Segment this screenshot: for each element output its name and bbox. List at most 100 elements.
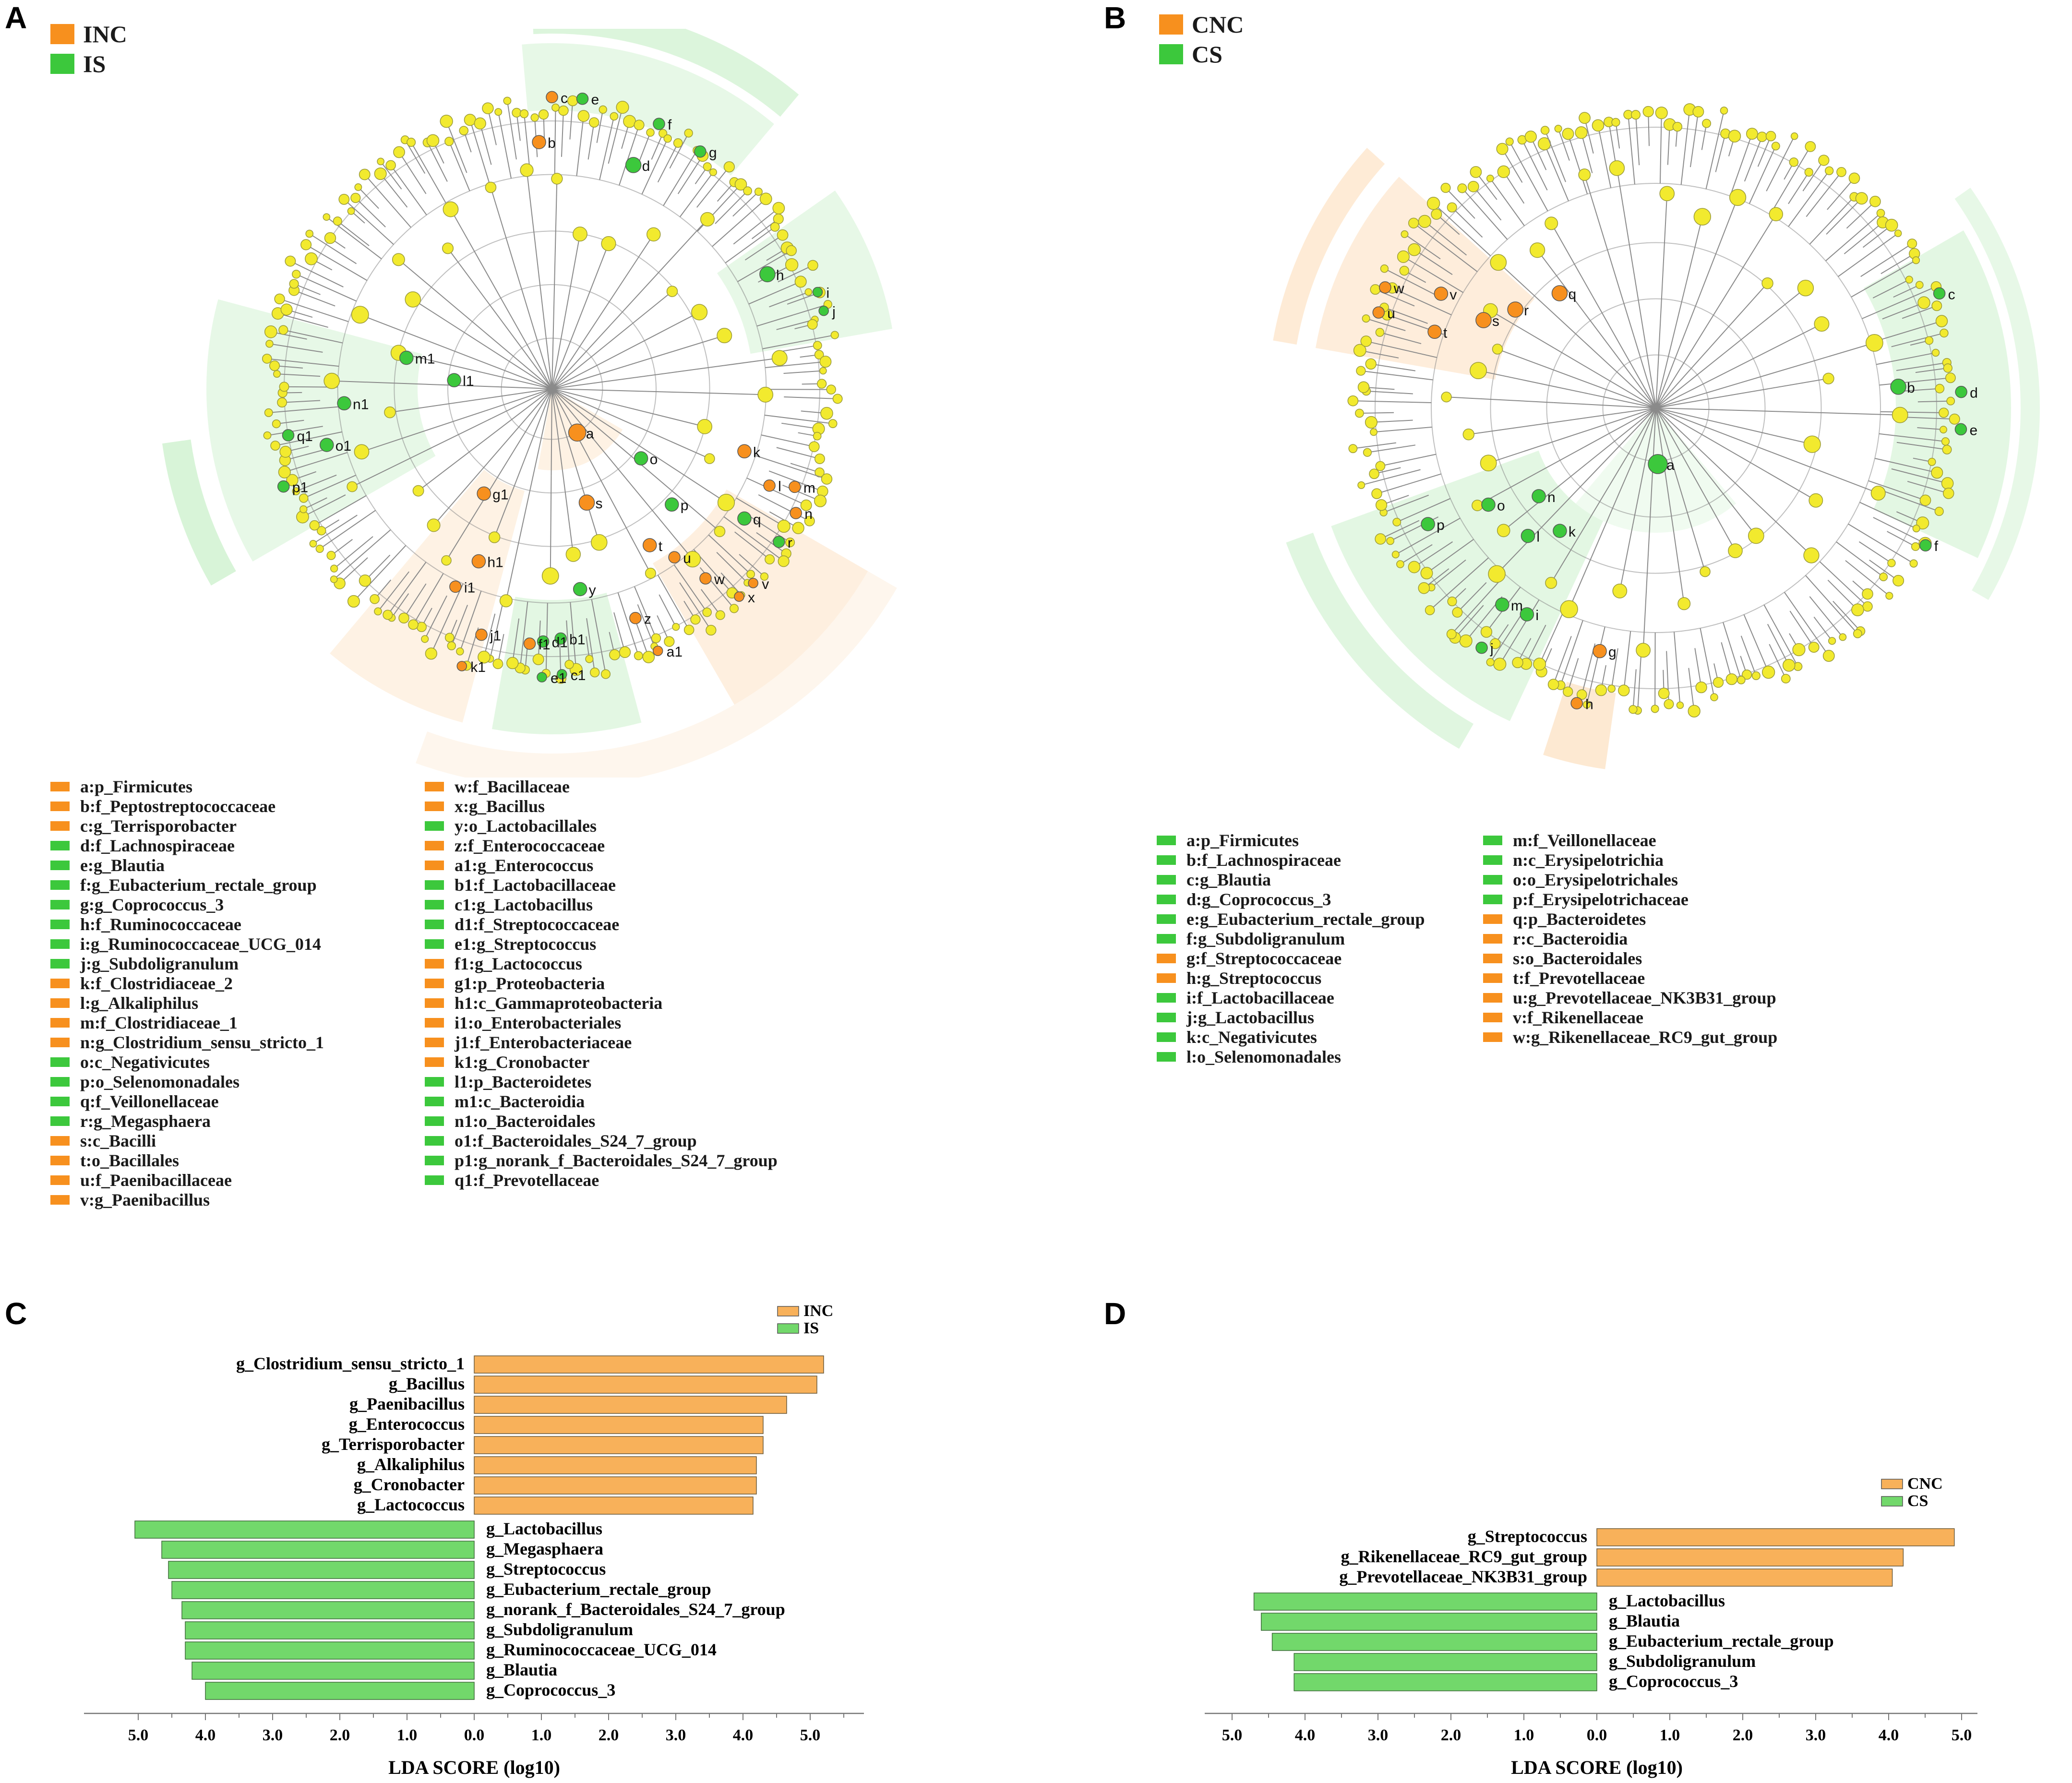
tree-branch [551,347,683,389]
tree-branch [1893,284,1920,298]
tree-branch [1788,170,1830,227]
leaf-node [333,216,342,226]
tree-branch [637,492,693,560]
leaf-node [1392,517,1401,527]
leaf-node [1418,582,1430,594]
key-swatch [50,860,70,870]
biomarker-label: z [644,611,651,627]
leaf-node [330,564,338,573]
leaf-node [785,258,799,272]
leaf-node [1925,336,1934,345]
rank-ring [1431,183,1881,633]
leaf-node [634,120,645,131]
leaf-node [408,619,419,630]
biomarker-label: b [1907,380,1915,396]
tree-branch [1743,614,1769,672]
tree-branch [689,392,766,395]
tree-branch [377,571,410,612]
tree-branch [1544,144,1569,202]
key-swatch [1483,1032,1502,1042]
bar-label: g_Eubacterium_rectale_group [486,1580,711,1599]
key-swatch [1157,953,1176,963]
leaf-node [1399,265,1410,276]
key-swatch [425,919,444,929]
tree-branch [736,497,784,527]
leaf-node [1941,437,1950,446]
key-swatch [50,801,70,811]
cladogram-a: a b c d e f g h ij k l mn o p q r s t u v w x y z a1 b1 c1 d1 e1 f1 g1… [162,29,897,778]
leaf-node [1836,167,1846,177]
x-tick-label: 3.0 [263,1726,283,1744]
tree-branch [1648,111,1650,146]
key-text: j:g_Lactobacillus [1186,1007,1314,1027]
key-text: j1:f_Enterobacteriaceae [455,1032,632,1052]
tree-branch [778,264,813,283]
leaf-node [1912,256,1920,264]
biomarker-node [748,578,758,588]
leaf-node [1839,633,1847,641]
leaf-node [1576,689,1587,700]
panel-b-key-col2: m:f_Veillonellaceae n:c_Erysipelotrichia o… [1483,830,1777,1047]
tree-branch [1907,480,1949,494]
leaf-node [754,187,763,196]
biomarker-node [1372,306,1385,319]
key-swatch [50,1175,70,1185]
tree-branch [1789,610,1815,648]
legend-label: IS [803,1319,819,1337]
key-item: j1:f_Enterobacteriaceae [425,1032,778,1052]
tree-branch [391,593,409,618]
biomarker-label: p [1437,517,1445,533]
leaf-node [826,384,836,395]
inner-node [1488,565,1506,583]
key-text: j:g_Subdoligranulum [80,954,239,973]
leaf-node [347,207,355,215]
bar-label: g_norank_f_Bacteroidales_S24_7_group [486,1600,785,1619]
tree-branch [1655,292,1728,408]
leaf-node [1371,488,1382,499]
key-item: h:f_Ruminococcaceae [50,914,324,934]
x-tick-label: 1.0 [1660,1726,1680,1744]
tree-branch [1851,260,1916,298]
tree-branch [507,388,552,461]
biomarker-node [576,92,589,105]
leaf-node [616,101,629,114]
tree-branch [294,290,335,307]
tree-branch [1686,216,1703,283]
leaf-node [503,96,512,105]
key-item: i:g_Ruminococcaceae_UCG_014 [50,934,324,954]
tree-branch [319,510,376,550]
biomarker-label: o1 [335,438,351,454]
tree-branch [748,281,801,305]
key-text: u:g_Prevotellaceae_NK3B31_group [1513,988,1776,1007]
tree-branch [610,403,705,427]
tree-branch [1868,480,1926,501]
leaf-node [1919,494,1931,506]
key-swatch [1157,973,1176,983]
inner-node [700,212,715,227]
key-item: c:g_Blautia [1157,870,1425,889]
leaf-node [1805,141,1816,152]
inner-node [1659,186,1675,202]
legend-swatch-is [50,54,74,74]
tree-branch [1383,494,1429,513]
tree-branch [1727,214,1777,293]
key-item: h:g_Streptococcus [1157,968,1425,988]
leaf-node [1713,677,1724,688]
tree-branch [314,495,367,526]
biomarker-label: g [1608,645,1617,660]
tree-branch [551,316,566,389]
leaf-node [1486,174,1494,182]
tree-branch [1655,407,1719,410]
tree-branch [1451,207,1483,238]
tree-branch [734,531,770,560]
tree-branch [282,400,321,403]
key-text: x:g_Bacillus [455,796,545,816]
leaf-node [1946,396,1955,406]
leaf-node [1931,300,1942,311]
tree-branch [1371,419,1413,423]
leaf-node [317,526,326,536]
tree-branch [285,448,328,461]
tree-branch [1655,382,1740,408]
tree-branch [390,165,427,215]
